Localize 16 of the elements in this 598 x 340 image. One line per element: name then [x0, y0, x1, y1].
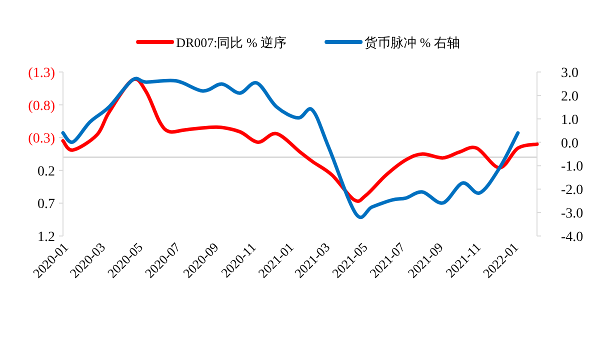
y-tick-label: (0.8): [28, 98, 56, 114]
y2-tick-label: -2.0: [561, 183, 584, 198]
y-tick-label: (0.3): [28, 132, 56, 147]
y2-tick-label: -3.0: [561, 206, 584, 222]
y-tick-label: 0.2: [38, 164, 55, 180]
y2-tick-label: 0.0: [561, 136, 578, 152]
y-tick-label: (1.3): [28, 66, 56, 81]
y2-tick-label: 3.0: [561, 66, 578, 81]
y2-tick-label: -1.0: [561, 160, 584, 175]
y2-tick-label: 1.0: [561, 112, 578, 128]
y2-tick-label: -4.0: [561, 230, 584, 245]
legend-label: 货币脉冲 % 右轴: [364, 35, 460, 50]
y-tick-label: 1.2: [38, 230, 55, 245]
y2-tick-label: 2.0: [561, 89, 578, 104]
y-tick-label: 0.7: [38, 197, 55, 212]
legend-label: DR007:同比 % 逆序: [176, 35, 287, 50]
